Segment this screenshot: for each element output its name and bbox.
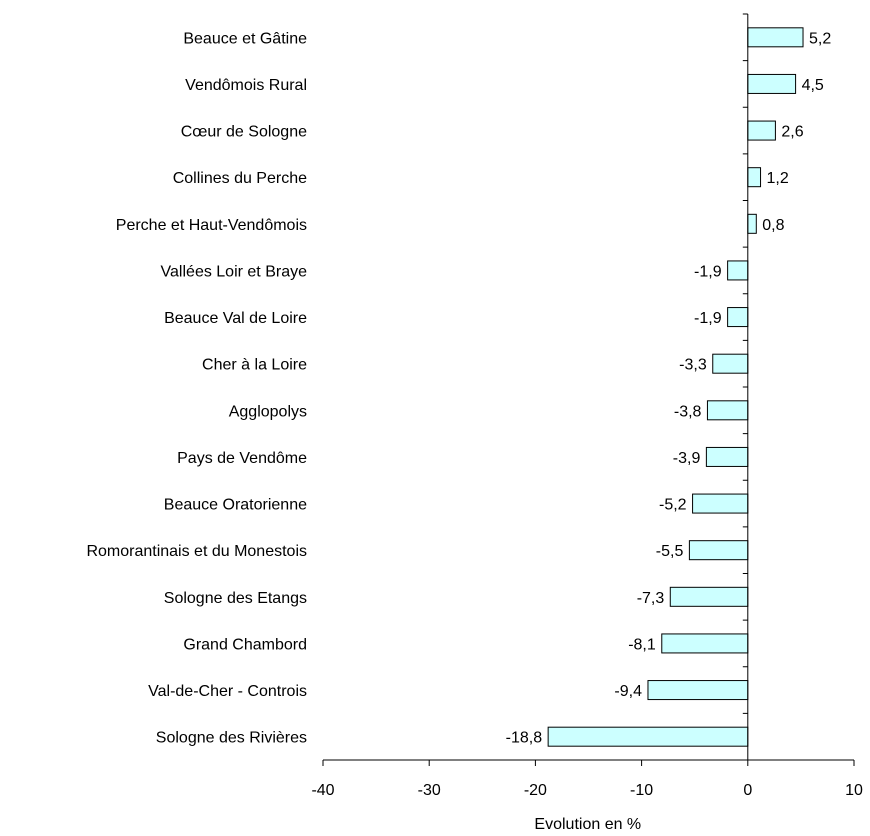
bar bbox=[712, 353, 749, 374]
bar bbox=[692, 493, 749, 514]
bar bbox=[747, 120, 776, 141]
category-label: Pays de Vendôme bbox=[177, 450, 307, 467]
x-tick-label: -20 bbox=[524, 782, 547, 799]
value-labels-group: 5,2 4,5 2,6 1,2 0,8 -1,9 -1,9 -3,3 -3,8 -3,9 -5,2 -… bbox=[506, 30, 832, 746]
bar bbox=[647, 680, 749, 701]
category-label: Vallées Loir et Braye bbox=[161, 263, 308, 280]
bar-value-label: -5,5 bbox=[656, 543, 684, 560]
bar bbox=[747, 27, 804, 48]
bar-value-label: -3,8 bbox=[674, 403, 702, 420]
category-label: Romorantinais et du Monestois bbox=[86, 543, 307, 560]
bar bbox=[727, 307, 749, 328]
bar-value-label: -18,8 bbox=[506, 730, 543, 747]
bar-value-label: 2,6 bbox=[781, 124, 803, 141]
bar-value-label: -5,2 bbox=[659, 497, 687, 514]
category-label: Vendômois Rural bbox=[185, 77, 307, 94]
bar-value-label: -1,9 bbox=[694, 310, 722, 327]
category-label: Beauce Oratorienne bbox=[164, 497, 307, 514]
bar-value-label: 1,2 bbox=[767, 170, 789, 187]
x-axis-title: Evolution en % bbox=[534, 816, 641, 833]
x-tick-label: -30 bbox=[418, 782, 441, 799]
bar-value-label: -3,9 bbox=[673, 450, 701, 467]
bar bbox=[547, 726, 749, 747]
category-label: Grand Chambord bbox=[183, 636, 307, 653]
x-tick-label: -10 bbox=[630, 782, 653, 799]
category-label: Perche et Haut-Vendômois bbox=[116, 217, 307, 234]
x-tick-label: -40 bbox=[311, 782, 334, 799]
bar bbox=[688, 540, 749, 561]
category-label: Agglopolys bbox=[229, 403, 307, 420]
bar-value-label: 5,2 bbox=[809, 30, 831, 47]
axes-group bbox=[323, 13, 854, 761]
bar bbox=[669, 586, 749, 607]
category-label: Cœur de Sologne bbox=[181, 124, 307, 141]
bar bbox=[747, 213, 757, 234]
category-label: Val-de-Cher - Controis bbox=[148, 683, 307, 700]
category-labels-group: Beauce et Gâtine Vendômois Rural Cœur de S… bbox=[86, 30, 307, 746]
category-label: Beauce Val de Loire bbox=[164, 310, 307, 327]
category-label: Sologne des Rivières bbox=[156, 730, 307, 747]
bar-value-label: -1,9 bbox=[694, 263, 722, 280]
bar-value-label: -7,3 bbox=[637, 590, 665, 607]
x-ticks-group: -40 -30 -20 -10 0 10 bbox=[311, 760, 863, 799]
x-tick-label: 0 bbox=[743, 782, 752, 799]
bar bbox=[661, 633, 749, 654]
bar-value-label: -8,1 bbox=[628, 636, 656, 653]
category-label: Sologne des Etangs bbox=[164, 590, 307, 607]
bar bbox=[705, 446, 749, 467]
bar-value-label: -3,3 bbox=[679, 357, 707, 374]
bar bbox=[747, 73, 797, 94]
bar bbox=[747, 167, 762, 188]
bar-value-label: 4,5 bbox=[802, 77, 824, 94]
bar bbox=[706, 400, 749, 421]
bar bbox=[727, 260, 749, 281]
bar-value-label: 0,8 bbox=[762, 217, 784, 234]
bar-value-label: -9,4 bbox=[614, 683, 642, 700]
category-label: Cher à la Loire bbox=[202, 357, 307, 374]
category-label: Beauce et Gâtine bbox=[183, 30, 307, 47]
bars-group bbox=[547, 27, 804, 747]
category-label: Collines du Perche bbox=[173, 170, 307, 187]
x-tick-label: 10 bbox=[845, 782, 863, 799]
